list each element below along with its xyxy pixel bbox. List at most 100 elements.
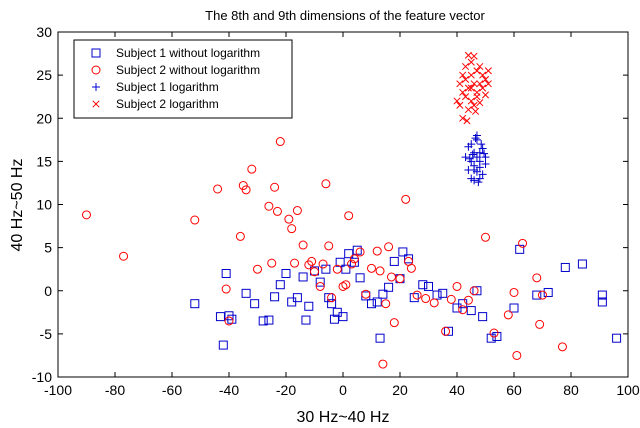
data-point: [349, 254, 359, 264]
series-2: [82, 137, 567, 369]
data-point: [290, 258, 300, 268]
data-point: [250, 299, 260, 309]
data-point: [224, 316, 234, 326]
data-point: [476, 99, 484, 107]
data-point: [597, 297, 607, 307]
data-point: [221, 269, 231, 278]
data-point: [464, 106, 472, 114]
data-point: [532, 290, 542, 300]
y-axis-label: 40 Hz~50 Hz: [9, 159, 26, 252]
data-point: [470, 80, 478, 88]
data-point: [352, 245, 362, 255]
data-point: [453, 97, 461, 105]
data-point: [456, 101, 464, 109]
x-tick-label: -80: [105, 382, 125, 398]
data-point: [224, 311, 234, 321]
data-point: [481, 232, 490, 242]
data-point: [315, 281, 325, 291]
x-tick-label: -40: [219, 382, 239, 398]
data-point: [478, 144, 487, 153]
legend-entry: Subject 2 logarithm: [116, 97, 219, 111]
data-point: [119, 251, 129, 261]
chart-title: The 8th and 9th dimensions of the featur…: [205, 8, 485, 23]
data-point: [270, 292, 280, 302]
data-point: [389, 256, 399, 266]
data-point: [475, 174, 484, 183]
data-point: [478, 312, 488, 322]
x-tick-label: 80: [563, 382, 579, 398]
data-point: [543, 287, 553, 297]
data-point: [241, 185, 251, 195]
data-point: [465, 154, 474, 163]
data-point: [284, 214, 294, 224]
data-point: [509, 303, 519, 313]
data-point: [560, 262, 570, 272]
data-point: [467, 71, 475, 79]
legend-entry: Subject 1 without logarithm: [116, 46, 260, 60]
data-point: [481, 153, 490, 162]
data-point: [361, 289, 371, 299]
data-point: [338, 312, 348, 322]
legend-marker: [91, 48, 101, 58]
data-point: [474, 178, 483, 187]
data-point: [355, 247, 365, 257]
data-point: [503, 310, 513, 320]
data-point: [476, 80, 484, 88]
data-point: [375, 333, 385, 343]
data-point: [484, 80, 492, 88]
data-point: [535, 319, 545, 329]
data-point: [275, 137, 285, 147]
series-1: [190, 244, 622, 350]
data-point: [461, 153, 470, 162]
series-3: [461, 131, 490, 187]
data-point: [459, 88, 467, 96]
data-point: [395, 274, 405, 284]
data-point: [486, 333, 496, 343]
data-point: [258, 316, 268, 326]
data-point: [301, 315, 311, 325]
data-point: [218, 340, 228, 350]
data-point: [398, 247, 408, 257]
data-point: [355, 273, 365, 283]
data-point: [461, 62, 470, 71]
data-point: [472, 153, 481, 162]
data-point: [378, 289, 388, 299]
data-point: [321, 264, 331, 274]
data-point: [264, 315, 274, 325]
data-point: [406, 263, 416, 273]
data-point: [489, 328, 499, 338]
y-tick-label: 5: [44, 240, 52, 256]
legend-marker: [91, 65, 101, 75]
data-point: [264, 201, 274, 211]
data-point: [372, 297, 382, 307]
data-point: [349, 257, 359, 267]
data-point: [389, 318, 399, 328]
data-point: [315, 277, 325, 287]
data-point: [441, 326, 451, 336]
y-tick-label: 20: [36, 110, 52, 126]
legend-marker: [92, 100, 100, 108]
data-point: [344, 211, 354, 221]
data-point: [467, 84, 475, 92]
data-point: [347, 259, 357, 269]
y-tick-label: 30: [36, 24, 52, 40]
data-point: [468, 150, 477, 159]
data-point: [253, 264, 262, 274]
data-point: [367, 299, 376, 309]
y-tick-label: 10: [36, 197, 52, 213]
data-point: [459, 71, 467, 79]
data-point: [446, 294, 456, 304]
data-point: [304, 301, 314, 311]
legend-entry: Subject 2 without logarithm: [116, 63, 260, 77]
data-point: [344, 249, 354, 259]
data-point: [471, 107, 480, 115]
x-tick-label: 60: [506, 382, 522, 398]
data-point: [458, 305, 468, 315]
data-point: [412, 290, 422, 300]
data-point: [467, 97, 475, 105]
data-point: [329, 314, 339, 324]
data-point: [221, 284, 231, 294]
data-point: [532, 273, 542, 283]
data-point: [190, 215, 200, 225]
